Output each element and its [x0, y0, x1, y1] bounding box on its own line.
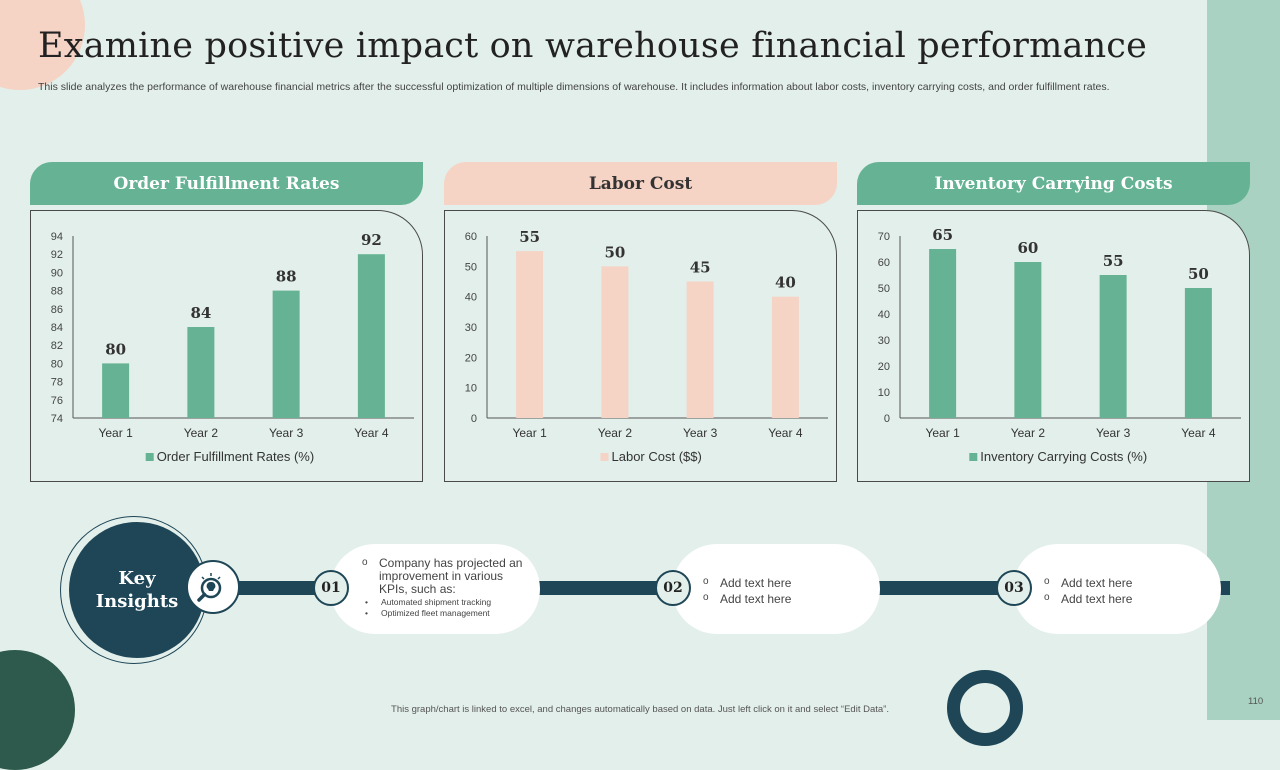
step-number-01: 01: [313, 570, 349, 606]
x-tick-label: Year 3: [269, 426, 304, 440]
y-tick-label: 80: [51, 358, 63, 370]
lightbulb-magnifier-icon: [186, 560, 240, 614]
data-label: 45: [690, 259, 711, 277]
data-label: 84: [190, 304, 211, 322]
key-insights-badge: Key Insights: [69, 522, 205, 658]
y-tick-label: 70: [878, 231, 890, 243]
insight-text-01: Company has projected an improvement in …: [362, 556, 532, 619]
bar: [771, 296, 799, 418]
insight-text-02: Add text here Add text here: [703, 574, 863, 607]
x-tick-label: Year 4: [354, 426, 389, 440]
bar: [601, 266, 629, 418]
bar: [929, 249, 957, 418]
legend-label: Order Fulfillment Rates (%): [157, 449, 314, 464]
bar: [187, 327, 215, 418]
legend-swatch: [600, 453, 609, 461]
data-label: 50: [1188, 265, 1209, 283]
x-tick-label: Year 3: [1096, 426, 1131, 440]
insight-02-item: Add text here: [703, 574, 863, 591]
insight-01-subitem: Automated shipment tracking: [362, 597, 532, 608]
x-tick-label: Year 1: [512, 426, 547, 440]
page-title: Examine positive impact on warehouse fin…: [38, 26, 1148, 66]
y-tick-label: 86: [51, 304, 63, 316]
data-label: 50: [604, 243, 625, 261]
x-tick-label: Year 4: [1181, 426, 1216, 440]
data-label: 80: [105, 340, 126, 358]
inventory-carrying-chart: 0 10 20 30 40 50 60 70 65 Year 1 60 Year 2 55 Year 3 5…: [878, 226, 1241, 464]
data-label: 55: [1103, 252, 1124, 270]
y-tick-label: 50: [465, 261, 477, 273]
bar: [357, 254, 385, 418]
y-tick-label: 78: [51, 377, 63, 389]
bar: [1014, 262, 1042, 418]
chart-header-inventory-carrying: Inventory Carrying Costs: [857, 162, 1250, 205]
labor-cost-chart: 0 10 20 30 40 50 60 55 Year 1 50 Year 2 45 Year 3 40 Y…: [465, 228, 828, 464]
y-tick-label: 10: [465, 383, 477, 395]
chart-panel-order-fulfillment: 74 76 78 80 82 84 86 88 90 92 94 80 Year 1 84 Year 2 88…: [30, 210, 423, 482]
x-tick-label: Year 2: [598, 426, 633, 440]
data-label: 88: [276, 268, 297, 286]
y-tick-label: 0: [471, 413, 477, 425]
step-number-03: 03: [996, 570, 1032, 606]
page-number: 110: [1248, 696, 1264, 707]
legend-label: Labor Cost ($$): [612, 449, 702, 464]
footer-note: This graph/chart is linked to excel, and…: [391, 704, 889, 715]
data-label: 65: [932, 226, 953, 244]
order-fulfillment-chart: 74 76 78 80 82 84 86 88 90 92 94 80 Year 1 84 Year 2 88…: [51, 231, 414, 464]
insight-02-item: Add text here: [703, 590, 863, 607]
bar: [516, 251, 544, 418]
x-tick-label: Year 1: [925, 426, 960, 440]
data-label: 60: [1017, 239, 1038, 257]
insight-text-03: Add text here Add text here: [1044, 574, 1204, 607]
y-tick-label: 0: [884, 413, 890, 425]
y-tick-label: 50: [878, 283, 890, 295]
bar: [686, 281, 714, 418]
y-tick-label: 30: [878, 335, 890, 347]
y-tick-label: 10: [878, 387, 890, 399]
x-tick-label: Year 3: [683, 426, 718, 440]
legend-swatch: [145, 453, 154, 461]
y-tick-label: 40: [465, 292, 477, 304]
x-tick-label: Year 2: [1011, 426, 1046, 440]
y-tick-label: 74: [51, 413, 63, 425]
bar: [102, 363, 130, 418]
legend-swatch: [969, 453, 978, 461]
y-tick-label: 40: [878, 309, 890, 321]
chart-header-labor-cost: Labor Cost: [444, 162, 837, 205]
y-tick-label: 84: [51, 322, 63, 334]
y-tick-label: 92: [51, 249, 63, 261]
x-tick-label: Year 4: [768, 426, 803, 440]
y-tick-label: 20: [465, 352, 477, 364]
key-insights-line1: Key: [118, 568, 156, 589]
bar: [1099, 275, 1127, 418]
insight-03-item: Add text here: [1044, 574, 1204, 591]
chart-panel-labor-cost: 0 10 20 30 40 50 60 55 Year 1 50 Year 2 45 Year 3 40 Y…: [444, 210, 837, 482]
bar: [1184, 288, 1212, 418]
chart-header-order-fulfillment: Order Fulfillment Rates: [30, 162, 423, 205]
insight-03-item: Add text here: [1044, 590, 1204, 607]
key-insights-line2: Insights: [95, 591, 179, 612]
y-tick-label: 30: [465, 322, 477, 334]
page-subtitle: This slide analyzes the performance of w…: [38, 81, 1110, 93]
y-tick-label: 20: [878, 361, 890, 373]
y-tick-label: 90: [51, 267, 63, 279]
y-tick-label: 76: [51, 395, 63, 407]
step-number-02: 02: [655, 570, 691, 606]
y-tick-label: 94: [51, 231, 63, 243]
bar: [272, 290, 300, 418]
chart-panel-inventory-carrying: 0 10 20 30 40 50 60 70 65 Year 1 60 Year 2 55 Year 3 5…: [857, 210, 1250, 482]
insight-01-main: Company has projected an improvement in …: [362, 556, 532, 596]
x-tick-label: Year 1: [98, 426, 133, 440]
y-tick-label: 82: [51, 340, 63, 352]
y-tick-label: 88: [51, 286, 63, 298]
x-tick-label: Year 2: [184, 426, 219, 440]
y-tick-label: 60: [878, 257, 890, 269]
data-label: 55: [519, 228, 540, 246]
data-label: 92: [361, 231, 382, 249]
y-tick-label: 60: [465, 231, 477, 243]
legend-label: Inventory Carrying Costs (%): [980, 449, 1147, 464]
data-label: 40: [775, 274, 796, 292]
insight-01-subitem: Optimized fleet management: [362, 608, 532, 619]
